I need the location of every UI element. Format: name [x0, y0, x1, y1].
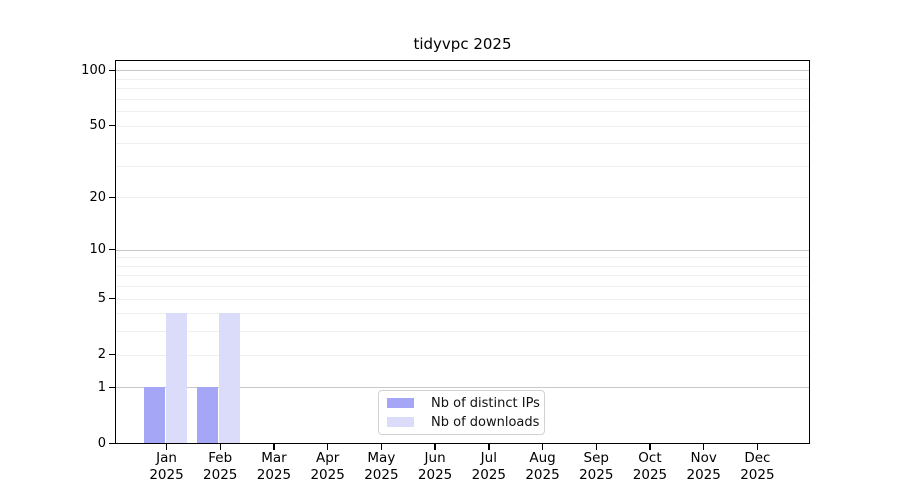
y-tick-label-100: 100 — [81, 62, 106, 78]
y-gridline-minor-6 — [115, 286, 810, 288]
x-tick-month-feb: Feb — [208, 450, 233, 466]
y-gridline-minor-80 — [115, 88, 810, 90]
y-gridline-minor-30 — [115, 165, 810, 167]
y-tick-label-5: 5 — [97, 291, 106, 307]
y-tick-label-50: 50 — [89, 118, 106, 134]
x-tick-month-aug: Aug — [529, 450, 556, 466]
x-tick-year-jun: 2025 — [417, 467, 453, 483]
legend-item-downloads: Nb of downloads — [379, 415, 544, 430]
x-tick-jul — [488, 444, 490, 450]
y-tick-label-1: 1 — [97, 379, 106, 395]
x-tick-month-oct: Oct — [638, 450, 662, 466]
x-tick-year-feb: 2025 — [203, 467, 238, 483]
x-tick-jan — [165, 444, 168, 450]
legend-swatch-downloads — [387, 417, 414, 427]
y-tick-label-2: 2 — [97, 347, 106, 363]
x-tick-year-apr: 2025 — [310, 467, 345, 483]
y-tick-label-0: 0 — [97, 436, 106, 451]
x-tick-year-jan: 2025 — [149, 467, 184, 483]
y-tick-20 — [108, 196, 115, 199]
x-tick-month-may: May — [367, 450, 396, 466]
y-gridline-major-1 — [115, 387, 810, 389]
y-gridline-minor-40 — [115, 143, 810, 145]
x-tick-month-jul: Jul — [480, 450, 497, 466]
y-gridline-minor-5 — [115, 298, 810, 300]
x-tick-label-mar: Mar 2025 — [242, 450, 306, 484]
x-tick-year-may: 2025 — [364, 467, 399, 483]
x-tick-year-oct: 2025 — [632, 467, 668, 483]
x-tick-dec — [756, 444, 759, 450]
x-tick-apr — [326, 444, 329, 450]
y-gridline-minor-20 — [115, 197, 810, 199]
x-tick-label-aug: Aug 2025 — [511, 450, 575, 484]
y-tick-100 — [108, 69, 115, 72]
y-gridline-minor-70 — [115, 98, 810, 100]
x-tick-label-dec: Dec 2025 — [725, 450, 789, 484]
bar-distinct-ips-jan — [143, 387, 165, 444]
x-tick-oct — [649, 444, 651, 450]
y-tick-5 — [108, 297, 115, 300]
x-tick-month-mar: Mar — [261, 450, 287, 466]
bar-downloads-jan — [165, 313, 187, 444]
legend: Nb of distinct IPs Nb of downloads — [378, 390, 545, 435]
y-gridline-minor-9 — [115, 257, 810, 259]
x-tick-label-feb: Feb 2025 — [188, 450, 252, 484]
y-gridline-minor-4 — [115, 313, 810, 315]
y-tick-label-20: 20 — [89, 189, 106, 205]
y-gridline-minor-60 — [115, 111, 810, 113]
y-gridline-minor-90 — [115, 78, 810, 80]
y-tick-2 — [108, 353, 115, 356]
x-tick-month-sep: Sep — [583, 450, 609, 466]
x-tick-year-sep: 2025 — [579, 467, 614, 483]
chart-title: tidyvpc 2025 — [413, 35, 512, 53]
y-gridline-minor-50 — [115, 125, 810, 127]
y-gridline-minor-3 — [115, 331, 810, 333]
legend-label-distinct-ips: Nb of distinct IPs — [431, 395, 540, 411]
x-tick-nov — [703, 444, 705, 450]
x-tick-label-jan: Jan 2025 — [135, 450, 199, 484]
x-tick-may — [380, 444, 383, 450]
bar-distinct-ips-feb — [197, 387, 219, 444]
y-tick-1 — [108, 386, 115, 389]
x-tick-year-jul: 2025 — [471, 467, 506, 483]
x-tick-month-dec: Dec — [744, 450, 771, 466]
bar-downloads-feb — [219, 313, 241, 444]
legend-swatch-distinct-ips — [387, 398, 414, 408]
y-gridline-minor-2 — [115, 354, 810, 356]
x-tick-year-dec: 2025 — [740, 467, 775, 483]
x-tick-feb — [219, 444, 221, 450]
x-tick-year-nov: 2025 — [686, 467, 721, 483]
y-tick-0 — [108, 442, 115, 445]
x-tick-label-oct: Oct 2025 — [618, 450, 682, 484]
x-tick-label-sep: Sep 2025 — [564, 450, 628, 484]
x-tick-month-jun: Jun — [424, 450, 446, 466]
x-tick-year-mar: 2025 — [256, 467, 292, 483]
y-tick-50 — [108, 124, 115, 127]
x-tick-month-apr: Apr — [315, 450, 340, 466]
x-tick-month-jan: Jan — [156, 450, 177, 466]
legend-item-distinct-ips: Nb of distinct IPs — [379, 396, 544, 411]
y-gridline-minor-8 — [115, 265, 810, 267]
x-tick-year-aug: 2025 — [525, 467, 560, 483]
x-tick-aug — [541, 444, 544, 450]
x-tick-label-apr: Apr 2025 — [296, 450, 360, 484]
x-tick-mar — [273, 444, 275, 450]
y-tick-label-10: 10 — [89, 242, 106, 258]
y-gridline-major-10 — [115, 249, 810, 251]
x-tick-label-nov: Nov 2025 — [672, 450, 736, 484]
x-tick-month-nov: Nov — [690, 450, 717, 466]
legend-label-downloads: Nb of downloads — [431, 414, 540, 430]
x-tick-jun — [434, 444, 436, 450]
y-gridline-major-100 — [115, 70, 810, 72]
plot-area — [115, 60, 810, 444]
x-tick-sep — [595, 444, 597, 450]
y-tick-10 — [108, 248, 115, 251]
x-tick-label-jun: Jun 2025 — [403, 450, 467, 484]
y-gridline-minor-7 — [115, 275, 810, 277]
x-tick-label-may: May 2025 — [349, 450, 413, 484]
x-tick-label-jul: Jul 2025 — [457, 450, 521, 484]
